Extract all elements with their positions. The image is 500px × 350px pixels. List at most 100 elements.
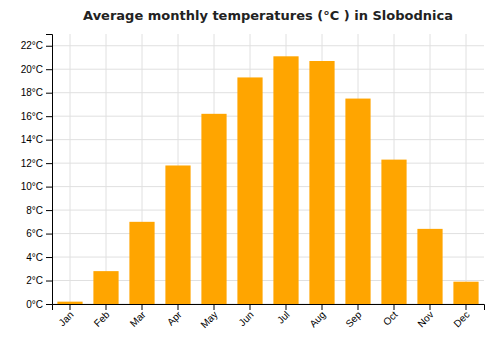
plot: Jan Feb Mar Apr May Jun Jul Aug Sep Oct Nov Dec 0°C 2… [21, 34, 485, 330]
tick: 2°C [26, 275, 52, 286]
tick-label: 0°C [26, 299, 43, 310]
grid-line [52, 92, 484, 93]
grid-line [52, 45, 484, 46]
tick-mark [178, 304, 179, 310]
bar [165, 165, 190, 304]
tick-mark [46, 234, 52, 235]
tick: Dec [451, 304, 471, 329]
tick-mark [46, 163, 52, 164]
bar [237, 77, 262, 304]
tick: Jan [56, 304, 75, 328]
grid [52, 34, 484, 304]
tick: 22°C [21, 40, 52, 51]
tick-label: 14°C [21, 134, 43, 145]
tick-label: Nov [415, 309, 435, 329]
tick: Jul [275, 304, 292, 326]
tick-mark [430, 304, 431, 310]
bar [345, 99, 370, 304]
bar [93, 271, 118, 304]
tick-label: May [199, 309, 220, 330]
tick-label: Dec [451, 309, 471, 329]
axis-line [46, 35, 53, 305]
chart: Jan Feb Mar Apr May Jun Jul Aug Sep Oct Nov Dec 0°C 2… [0, 0, 500, 350]
tick: 4°C [26, 252, 52, 263]
tick-label: 16°C [21, 111, 43, 122]
tick-mark [394, 304, 395, 310]
tick-mark [250, 304, 251, 310]
grid-line [106, 34, 107, 304]
tick-mark [46, 93, 52, 94]
tick-label: Jun [236, 309, 255, 328]
tick-label: 2°C [26, 275, 43, 286]
tick-label: Aug [307, 309, 327, 329]
tick-mark [46, 69, 52, 70]
tick-mark [322, 304, 323, 310]
tick-mark [46, 304, 52, 305]
tick-label: Jan [56, 309, 75, 328]
tick-label: 12°C [21, 158, 43, 169]
tick-mark [46, 210, 52, 211]
grid-line [466, 34, 467, 304]
bar [381, 160, 406, 304]
tick-label: 4°C [26, 252, 43, 263]
tick: 10°C [21, 181, 52, 192]
tick-mark [46, 281, 52, 282]
tick: 14°C [21, 134, 52, 145]
axis-line [53, 305, 485, 311]
y-axis: 0°C 2°C 4°C 6°C 8°C 10°C 12°C 14°C 16°C 18°C 20°C 2… [21, 35, 53, 310]
tick: Nov [415, 304, 435, 329]
bar [273, 56, 298, 304]
tick: Aug [307, 304, 327, 329]
tick-mark [142, 304, 143, 310]
tick-label: Feb [92, 309, 112, 329]
tick: 0°C [26, 299, 52, 310]
tick-label: Apr [165, 308, 184, 327]
tick-label: Sep [343, 309, 364, 330]
tick-mark [46, 257, 52, 258]
tick: 20°C [21, 64, 52, 75]
tick-mark [46, 140, 52, 141]
tick-mark [286, 304, 287, 310]
tick-mark [466, 304, 467, 310]
tick-mark [106, 304, 107, 310]
grid-line [52, 116, 484, 117]
tick-label: 6°C [26, 228, 43, 239]
tick-label: 18°C [21, 87, 43, 98]
grid-line [52, 163, 484, 164]
bar [453, 282, 478, 304]
tick-mark [46, 187, 52, 188]
bar [129, 222, 154, 304]
tick-mark [70, 304, 71, 310]
grid-line [52, 210, 484, 211]
tick-label: Oct [381, 309, 400, 328]
grid-line [70, 34, 71, 304]
tick-label: Mar [128, 308, 148, 328]
tick: Apr [165, 304, 184, 328]
title: Average monthly temperatures (°C ) in Sl… [83, 8, 453, 23]
grid-line [52, 69, 484, 70]
tick: 6°C [26, 228, 52, 239]
grid-line [52, 139, 484, 140]
tick-label: 10°C [21, 181, 43, 192]
tick: 16°C [21, 111, 52, 122]
tick: Jun [236, 304, 255, 328]
tick-label: 20°C [21, 64, 43, 75]
tick-mark [358, 304, 359, 310]
tick-mark [46, 116, 52, 117]
tick: 12°C [21, 158, 52, 169]
tick-mark [46, 46, 52, 47]
tick: Mar [128, 304, 148, 329]
tick-label: 22°C [21, 40, 43, 51]
bars [57, 56, 478, 304]
tick: 8°C [26, 205, 52, 216]
x-axis: Jan Feb Mar Apr May Jun Jul Aug Sep Oct Nov Dec [53, 304, 485, 330]
bar [201, 114, 226, 304]
bar [309, 61, 334, 304]
tick: Sep [343, 304, 364, 329]
tick: 18°C [21, 87, 52, 98]
tick-mark [214, 304, 215, 310]
tick-label: 8°C [26, 205, 43, 216]
tick: May [199, 304, 220, 330]
bar [57, 302, 82, 304]
grid-line [52, 186, 484, 187]
